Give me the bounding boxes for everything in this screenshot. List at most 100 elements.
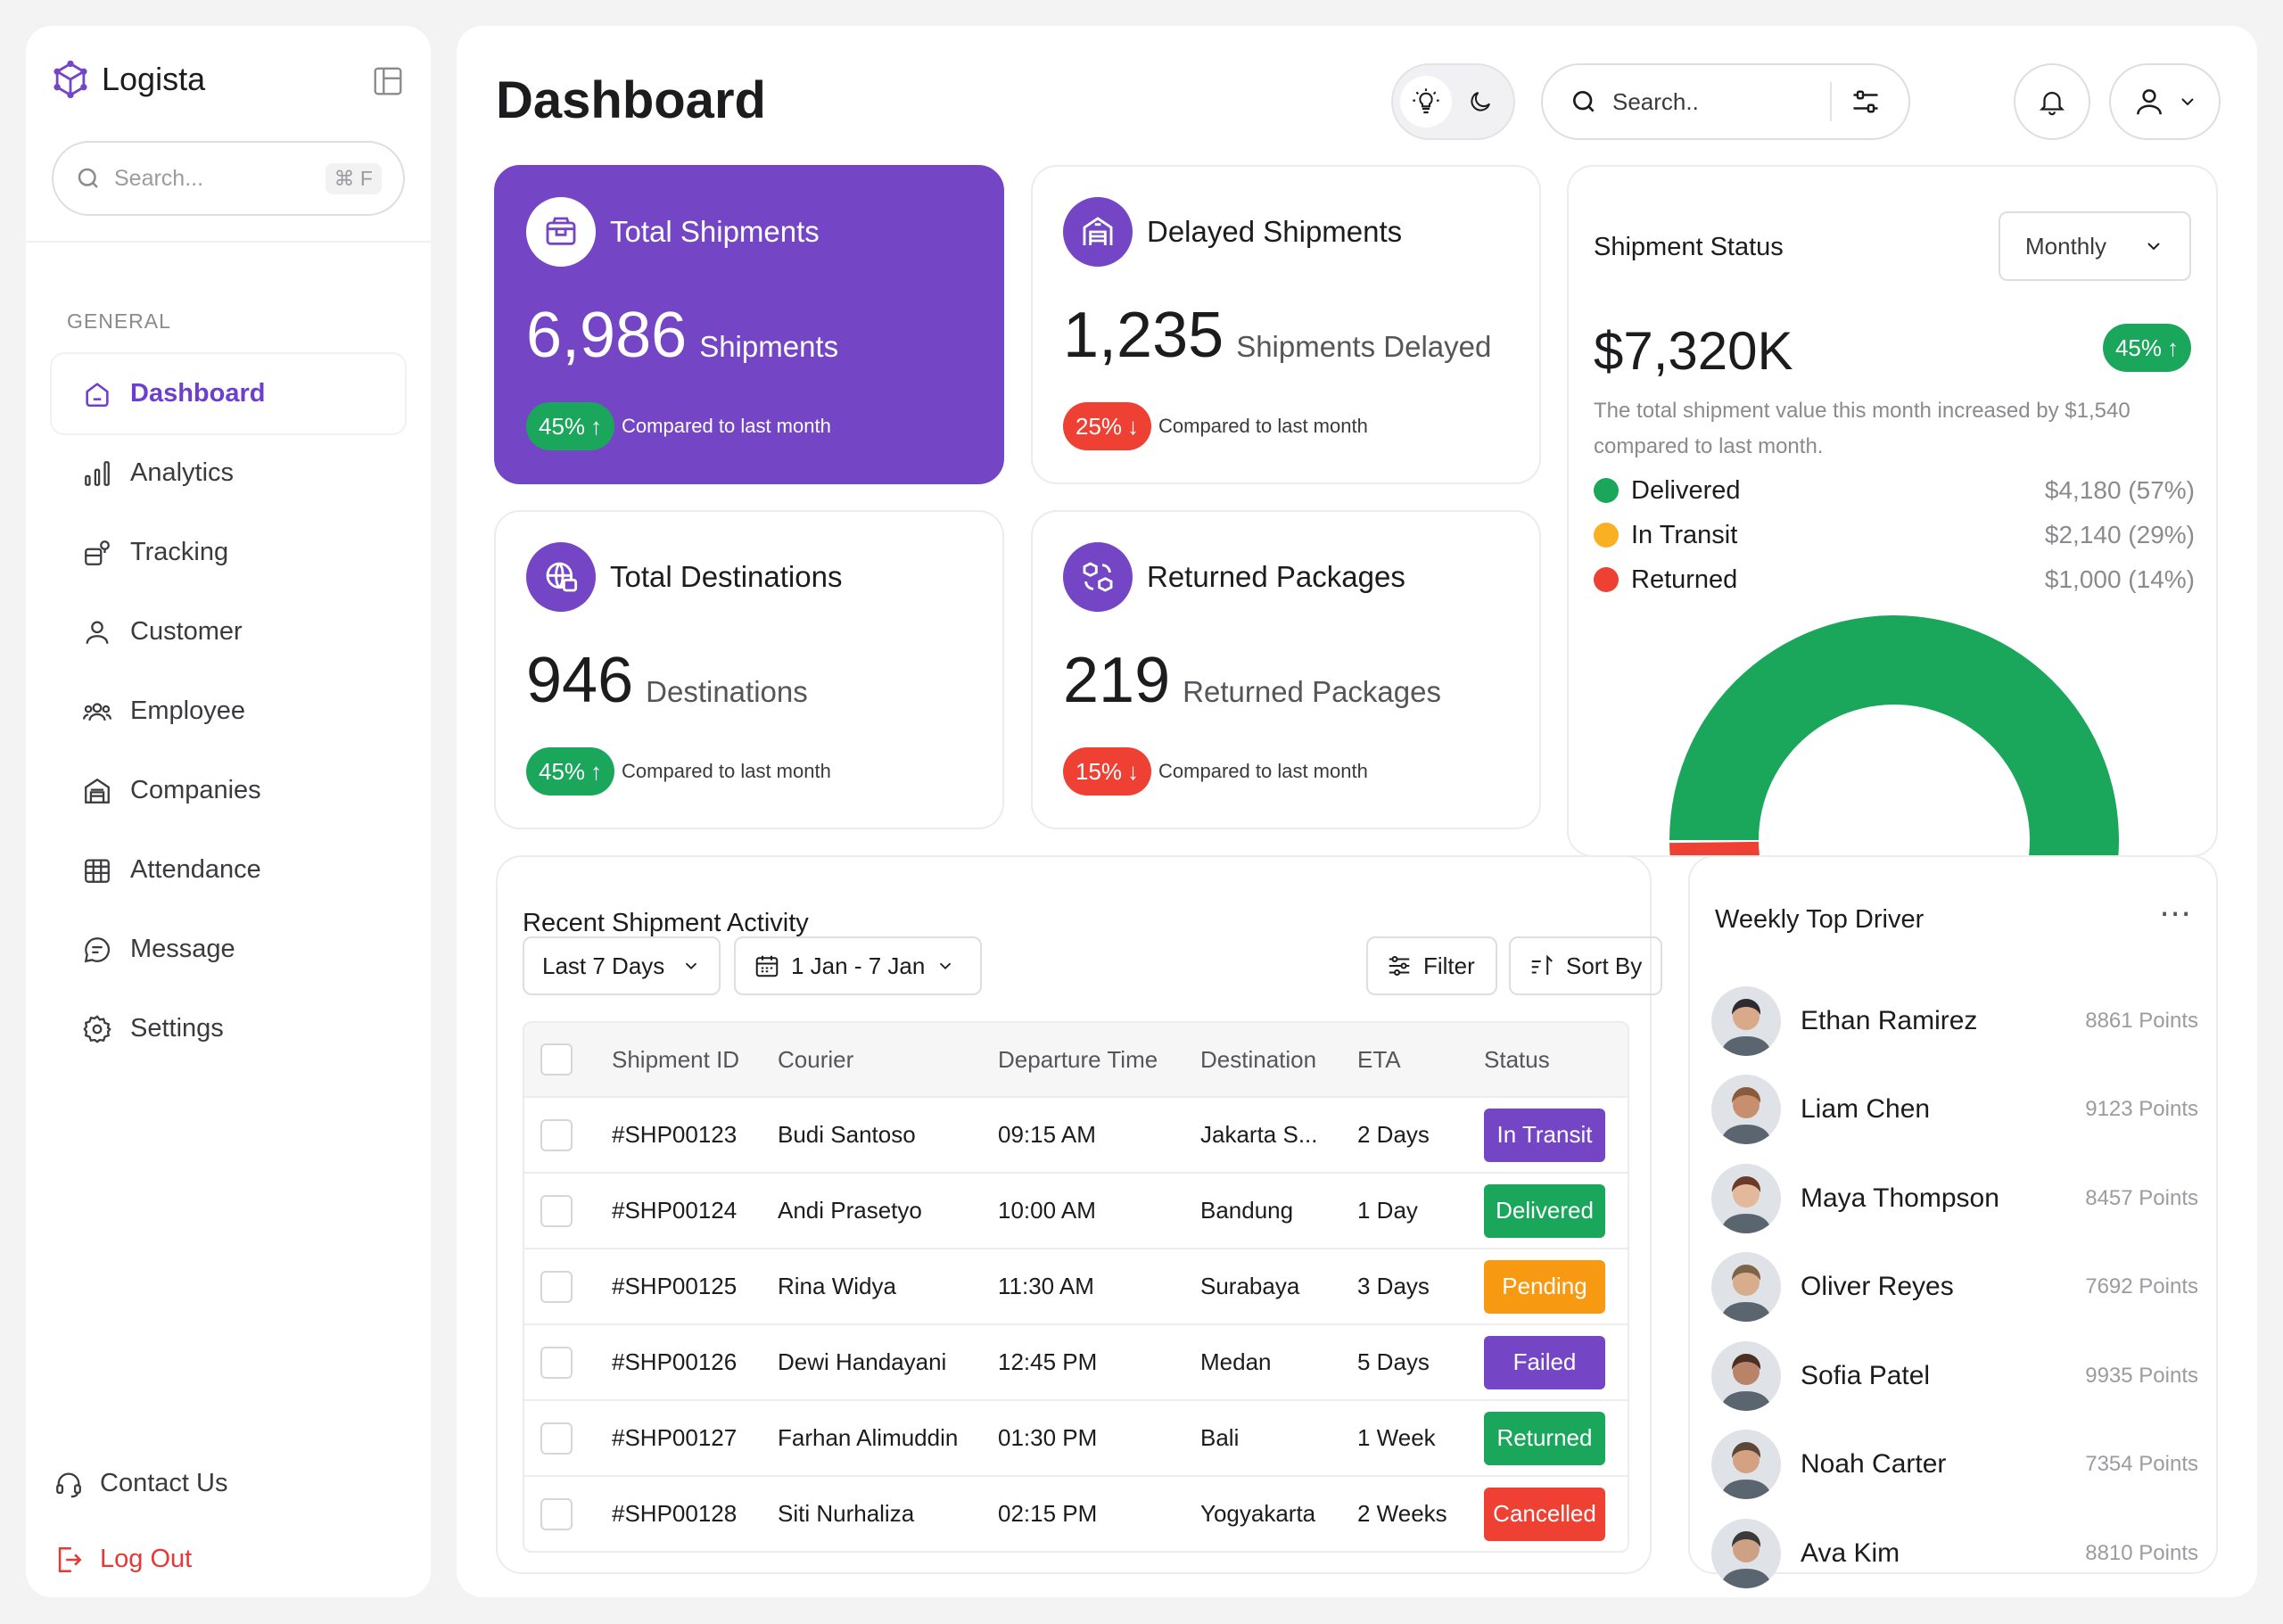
compare-text: Compared to last month — [1158, 415, 1368, 437]
row-checkbox[interactable] — [540, 1118, 573, 1151]
theme-toggle[interactable] — [1391, 63, 1515, 140]
driver-name: Maya Thompson — [1801, 1183, 1999, 1213]
driver-item[interactable]: Sofia Patel 9935 Points — [1711, 1331, 2198, 1421]
more-options-icon[interactable]: ⋯ — [2159, 894, 2191, 931]
column-header[interactable]: ETA — [1357, 1045, 1401, 1073]
column-header[interactable]: Departure Time — [998, 1045, 1158, 1073]
dark-mode-button[interactable] — [1455, 76, 1506, 128]
table-row[interactable]: #SHP00127 Farhan Alimuddin 01:30 PM Bali 1 W… — [524, 1399, 1628, 1475]
sidebar-item-label: Analytics — [130, 458, 235, 487]
sort-button[interactable]: Sort By — [1509, 936, 1662, 995]
sidebar-collapse-icon[interactable] — [371, 64, 405, 98]
brand[interactable]: Logista — [52, 61, 205, 98]
table-row[interactable]: #SHP00125 Rina Widya 11:30 AM Surabaya 3 Day… — [524, 1248, 1628, 1323]
filter-button[interactable]: Filter — [1366, 936, 1497, 995]
divider — [1830, 82, 1832, 121]
total-value: $7,320K — [1594, 321, 1793, 381]
bar-chart-icon — [85, 460, 110, 486]
chevron-down-icon — [2147, 243, 2160, 251]
row-checkbox[interactable] — [540, 1497, 573, 1530]
filter-label: Filter — [1423, 952, 1475, 979]
row-checkbox[interactable] — [540, 1194, 573, 1227]
status-badge: Cancelled — [1484, 1487, 1605, 1541]
sidebar-item-employee[interactable]: Employee — [52, 672, 405, 751]
driver-item[interactable]: Oliver Reyes 7692 Points — [1711, 1243, 2198, 1332]
contact-us-link[interactable]: Contact Us — [52, 1446, 405, 1521]
header-search-input[interactable]: Search.. — [1541, 63, 1910, 140]
sidebar-item-companies[interactable]: Companies — [52, 751, 405, 830]
total-shipments-card: Total Shipments 6,986 Shipments 45% ↑ Com… — [494, 165, 1004, 484]
avatar — [1711, 1518, 1781, 1588]
sidebar-item-analytics[interactable]: Analytics — [52, 433, 405, 513]
column-header[interactable]: Shipment ID — [612, 1045, 740, 1073]
period-dropdown[interactable]: Monthly — [1999, 211, 2191, 281]
column-header[interactable]: Status — [1484, 1045, 1550, 1073]
warehouse-icon — [1063, 197, 1133, 267]
sidebar-item-message[interactable]: Message — [52, 910, 405, 989]
change-value: 45% — [539, 412, 586, 440]
calendar-icon — [755, 955, 779, 977]
sidebar-item-attendance[interactable]: Attendance — [52, 830, 405, 910]
select-all-checkbox[interactable] — [540, 1043, 573, 1076]
light-mode-button[interactable] — [1399, 76, 1452, 128]
date-picker[interactable]: 1 Jan - 7 Jan — [734, 936, 982, 995]
status-cell: Pending — [1484, 1259, 1618, 1314]
shipment-id: #SHP00126 — [612, 1348, 738, 1375]
user-icon — [86, 621, 109, 644]
table-row[interactable]: #SHP00124 Andi Prasetyo 10:00 AM Bandung 1 D… — [524, 1172, 1628, 1248]
sidebar-item-customer[interactable]: Customer — [52, 592, 405, 672]
row-checkbox[interactable] — [540, 1270, 573, 1303]
driver-item[interactable]: Ava Kim 8810 Points — [1711, 1509, 2198, 1598]
driver-name: Liam Chen — [1801, 1094, 1931, 1125]
tracking-icon — [85, 540, 110, 565]
stat-value: 1,235 — [1063, 300, 1224, 371]
sidebar-nav: Dashboard Analytics Tracking Customer Em… — [52, 354, 405, 1068]
column-header[interactable]: Destination — [1200, 1045, 1317, 1073]
legend-name: Delivered — [1631, 475, 1741, 505]
search-icon — [78, 168, 98, 188]
shipment-id: #SHP00127 — [612, 1424, 738, 1451]
bulb-icon — [1413, 88, 1439, 114]
driver-item[interactable]: Liam Chen 9123 Points — [1711, 1066, 2198, 1155]
driver-points: 7354 Points — [2085, 1452, 2198, 1477]
table-header: Shipment ID Courier Departure Time Desti… — [524, 1023, 1628, 1096]
donut-slice-returned[interactable] — [1669, 841, 1807, 857]
calendar-grid-icon — [85, 859, 110, 883]
sidebar-footer: Contact Us Log Out — [52, 1446, 405, 1597]
sort-icon — [1531, 954, 1553, 975]
sidebar-item-tracking[interactable]: Tracking — [52, 513, 405, 592]
table-row[interactable]: #SHP00123 Budi Santoso 09:15 AM Jakarta S..… — [524, 1096, 1628, 1172]
column-header[interactable]: Courier — [778, 1045, 854, 1073]
return-box-icon — [1063, 542, 1133, 612]
chevron-down-icon — [940, 962, 952, 970]
driver-item[interactable]: Noah Carter 7354 Points — [1711, 1421, 2198, 1510]
avatar — [1711, 1075, 1781, 1145]
table-row[interactable]: #SHP00128 Siti Nurhaliza 02:15 PM Yogyakart… — [524, 1475, 1628, 1551]
sidebar-search-input[interactable]: Search... ⌘ F — [52, 141, 405, 216]
table-row[interactable]: #SHP00126 Dewi Handayani 12:45 PM Medan 5 Da… — [524, 1323, 1628, 1399]
user-menu-button[interactable] — [2109, 63, 2221, 140]
driver-item[interactable]: Maya Thompson 8457 Points — [1711, 1154, 2198, 1243]
sidebar-item-dashboard[interactable]: Dashboard — [52, 354, 405, 433]
shipment-status-card: Shipment Status Monthly $7,320K 45% ↑ The… — [1567, 165, 2218, 857]
donut-slice-delivered[interactable] — [1669, 615, 2119, 857]
row-checkbox[interactable] — [540, 1422, 573, 1455]
change-value: 15% — [1076, 757, 1123, 785]
date-range-dropdown[interactable]: Last 7 Days — [523, 936, 721, 995]
change-badge: 25% ↓ — [1063, 402, 1152, 450]
notifications-button[interactable] — [2014, 63, 2090, 140]
legend-value: $2,140 (29%) — [2044, 521, 2195, 548]
total-destinations-card: Total Destinations 946 Destinations 45% ↑… — [494, 510, 1004, 829]
avatar — [1711, 1163, 1781, 1233]
sidebar: Logista Search... ⌘ F GENERAL Dashboard … — [26, 26, 431, 1597]
compare-text: Compared to last month — [622, 760, 831, 782]
driver-item[interactable]: Ethan Ramirez 8861 Points — [1711, 977, 2198, 1066]
legend-item: Returned $1,000 (14%) — [1594, 557, 2195, 602]
contact-us-label: Contact Us — [100, 1469, 228, 1497]
status-description: The total shipment value this month incr… — [1594, 399, 2131, 458]
sidebar-item-settings[interactable]: Settings — [52, 989, 405, 1068]
sliders-icon[interactable] — [1850, 86, 1882, 118]
logout-link[interactable]: Log Out — [52, 1521, 405, 1597]
row-checkbox[interactable] — [540, 1346, 573, 1379]
status-badge: Pending — [1484, 1259, 1605, 1314]
